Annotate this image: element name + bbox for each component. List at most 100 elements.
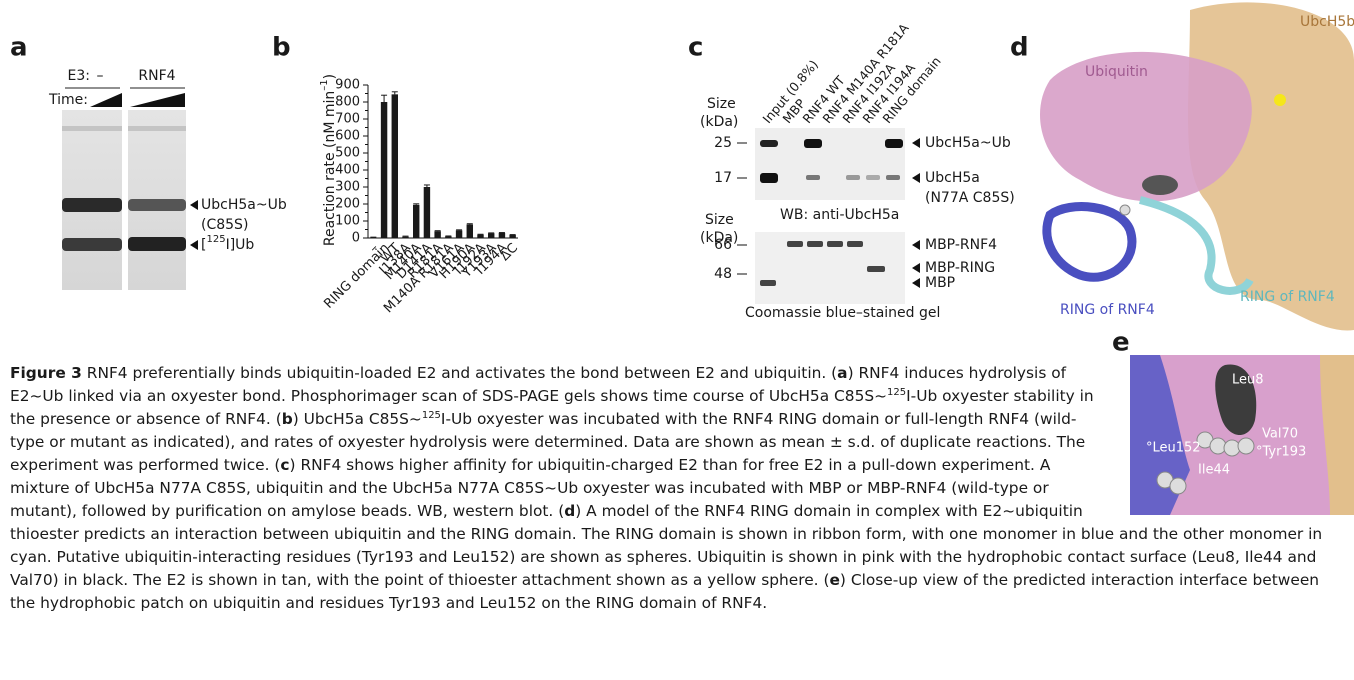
band [885, 139, 903, 148]
caption-text: a [837, 364, 847, 382]
y-tick-label: 200 [335, 197, 360, 212]
band [760, 140, 778, 147]
bar [456, 230, 462, 238]
bar [467, 224, 473, 238]
e3-rnf4: RNF4 [138, 68, 175, 84]
wb-label: WB: anti-UbcH5a [780, 207, 899, 223]
band [62, 198, 122, 212]
arrow [912, 240, 920, 250]
panel-e: e [1112, 328, 1130, 358]
band [760, 280, 776, 286]
band [760, 173, 778, 183]
band [867, 266, 885, 272]
stain-label: Coomassie blue–stained gel [745, 305, 940, 321]
bar [402, 237, 408, 238]
band [62, 126, 122, 131]
figure-caption: Figure 3 RNF4 preferentially binds ubiqu… [10, 362, 1346, 615]
caption-text: d [564, 502, 575, 520]
panel-d: d Ubiquitin UbcH5b RING of RNF4 RING of … [1010, 2, 1354, 330]
y-tick-label: 500 [335, 146, 360, 161]
superscript: –1 [319, 79, 330, 90]
band [827, 241, 843, 247]
page: a E3: – RNF4 Time: UbcH5a~Ub (C85S) [125… [0, 0, 1354, 680]
wedge [90, 93, 122, 107]
band-label: (N77A C85S) [925, 190, 1015, 206]
band [886, 175, 900, 180]
caption-text: 125 [422, 410, 441, 421]
band-label: [125I]Ub [201, 234, 254, 253]
y-tick-label: 900 [335, 78, 360, 93]
residue-sphere [1120, 205, 1130, 215]
bar [434, 231, 440, 238]
time-label: Time: [48, 92, 88, 108]
band [128, 126, 186, 131]
band [128, 237, 186, 251]
panel-a: a E3: – RNF4 Time: UbcH5a~Ub (C85S) [125… [10, 33, 287, 291]
caption-text: Figure 3 [10, 364, 82, 382]
y-tick-label: 0 [352, 231, 360, 246]
y-tick-label: 700 [335, 112, 360, 127]
band [847, 241, 863, 247]
band [62, 238, 122, 251]
band [807, 241, 823, 247]
arrow [190, 200, 198, 210]
e3-none: – [97, 68, 104, 84]
ring-label: RING of RNF4 [1060, 302, 1155, 318]
arrow [912, 263, 920, 273]
bar [499, 233, 505, 238]
band [846, 175, 860, 180]
y-tick-label: 800 [335, 95, 360, 110]
blot [755, 128, 905, 200]
bar [509, 235, 515, 238]
band-label: UbcH5a [925, 170, 980, 186]
arrow [912, 138, 920, 148]
e2-label: UbcH5b [1300, 14, 1354, 30]
band [787, 241, 803, 247]
hydrophobic-patch [1142, 175, 1178, 195]
band-label: (C85S) [201, 217, 248, 233]
size-label: Size [707, 96, 736, 112]
bar [381, 102, 387, 238]
wedge [130, 93, 185, 107]
band-label: MBP [925, 275, 955, 291]
ubiquitin-label: Ubiquitin [1085, 64, 1148, 80]
arrow [912, 173, 920, 183]
bar [445, 236, 451, 238]
size-marker: 17 [714, 170, 732, 186]
y-tick-label: 300 [335, 180, 360, 195]
band [866, 175, 880, 180]
band-label: MBP-RNF4 [925, 237, 997, 253]
ring-ribbon [1047, 207, 1132, 278]
caption-text: 125 [887, 387, 906, 398]
band [128, 199, 186, 211]
band [806, 175, 820, 180]
bar [477, 235, 483, 238]
caption-text: c [280, 456, 289, 474]
panel-b: b Reaction rate (nM min–1) 0100200300400… [272, 33, 521, 317]
size-marker: 66 [714, 237, 732, 253]
text: I]Ub [226, 237, 255, 253]
panel-label: b [272, 33, 291, 63]
y-tick-label: 600 [335, 129, 360, 144]
caption-text: e [829, 571, 839, 589]
band-label: UbcH5a~Ub [201, 197, 287, 213]
caption-text: b [282, 410, 293, 428]
bar [424, 187, 430, 238]
band-label: MBP-RING [925, 260, 995, 276]
size-label: Size [705, 212, 734, 228]
panel-label: c [688, 33, 703, 63]
size-marker: 48 [714, 266, 732, 282]
arrow [912, 278, 920, 288]
band-label: UbcH5a~Ub [925, 135, 1011, 151]
y-tick-label: 100 [335, 214, 360, 229]
panel-label: a [10, 33, 28, 63]
e3-label: E3: [68, 68, 90, 84]
spacer [1106, 362, 1346, 523]
caption-text: ) UbcH5a C85S~ [293, 410, 422, 428]
size-marker: 25 [714, 135, 732, 151]
superscript: 125 [206, 234, 225, 245]
band [804, 139, 822, 148]
caption-text: RNF4 preferentially binds ubiquitin-load… [82, 364, 837, 382]
figure: a E3: – RNF4 Time: UbcH5a~Ub (C85S) [125… [0, 0, 1354, 360]
panel-label: e [1112, 328, 1130, 358]
